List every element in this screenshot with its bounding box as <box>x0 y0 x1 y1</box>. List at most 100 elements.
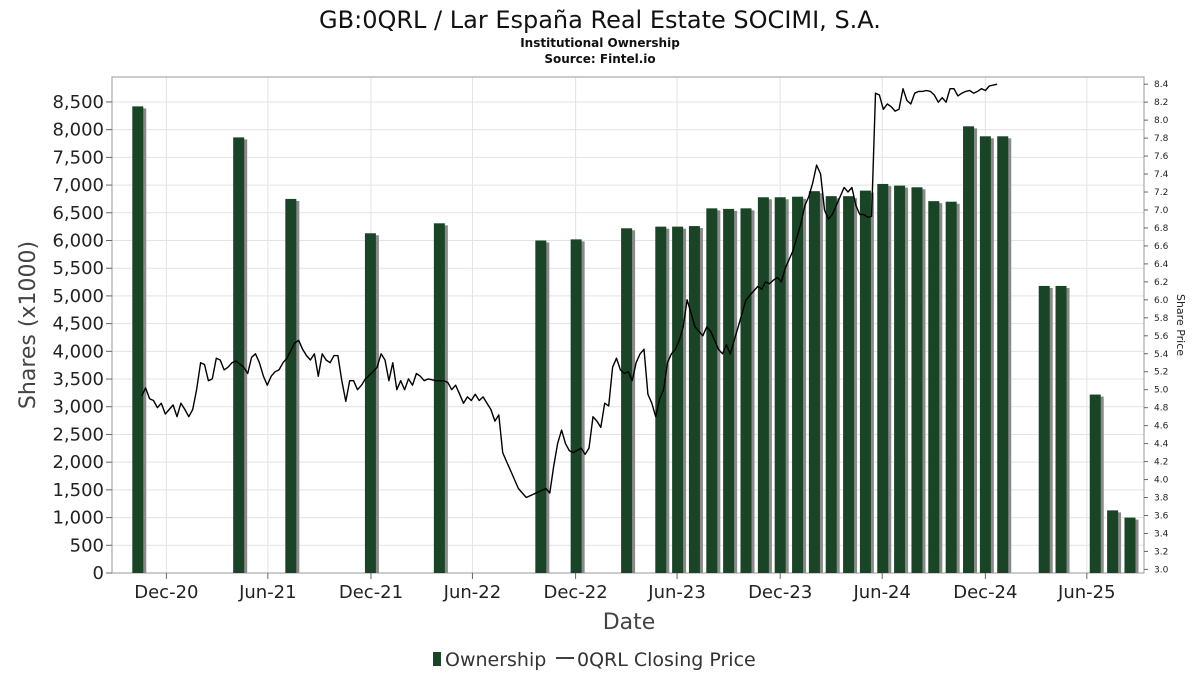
y2-tick-label: 3.4 <box>1154 529 1169 539</box>
ownership-bar <box>843 196 855 574</box>
x-tick-label: Jun-22 <box>443 582 502 603</box>
y2-axis-ticks: 3.0 3.2 3.4 3.6 3.8 4.0 4.2 4.4 4.6 4.8 5.0 5.2 5.4 5… <box>1144 80 1169 575</box>
y2-tick-label: 6.2 <box>1154 278 1168 288</box>
ownership-bar <box>621 228 633 573</box>
y2-tick-label: 6.4 <box>1154 260 1169 270</box>
ownership-bar <box>979 136 991 573</box>
y-tick-label: 1,500 <box>52 480 104 501</box>
x-tick-label: Dec-23 <box>748 582 812 603</box>
ownership-bar <box>825 196 837 574</box>
ownership-bar <box>688 226 700 573</box>
chart-subtitle: Institutional Ownership <box>520 36 680 50</box>
y2-tick-label: 7.0 <box>1154 206 1169 216</box>
y2-tick-label: 5.6 <box>1154 332 1169 342</box>
y-tick-label: 2,000 <box>52 452 104 473</box>
x-axis-ticks: Dec-20 Jun-21 Dec-21 Jun-22 Dec-22 Jun-23 Dec-… <box>134 573 1116 603</box>
ownership-bar <box>132 106 144 573</box>
y2-tick-label: 6.6 <box>1154 242 1169 252</box>
y2-axis-label: Share Price <box>1174 294 1187 356</box>
ownership-bar <box>233 137 245 573</box>
ownership-bar <box>364 233 376 574</box>
ownership-bar <box>723 208 735 573</box>
y-axis-ticks: 0 500 1,000 1,500 2,000 2,500 3,000 3,500 4,000 4… <box>52 92 112 584</box>
ownership-bar <box>911 187 923 573</box>
ownership-bar <box>945 201 957 573</box>
y-tick-label: 3,000 <box>52 397 104 418</box>
y2-tick-label: 5.8 <box>1154 314 1169 324</box>
x-tick-label: Dec-20 <box>134 582 198 603</box>
ownership-bar <box>894 185 906 574</box>
ownership-bar <box>1038 285 1050 573</box>
y2-tick-label: 4.2 <box>1154 458 1168 468</box>
y2-tick-label: 3.8 <box>1154 494 1169 504</box>
y2-tick-label: 7.2 <box>1154 188 1168 198</box>
ownership-bar <box>740 208 752 573</box>
y2-tick-label: 4.4 <box>1154 440 1169 450</box>
ownership-bar <box>285 198 297 573</box>
y2-tick-label: 6.8 <box>1154 224 1169 234</box>
ownership-bar <box>433 223 445 573</box>
y-tick-label: 5,500 <box>52 258 104 279</box>
ownership-bar <box>706 208 718 573</box>
y-tick-label: 8,500 <box>52 92 104 113</box>
ownership-bar <box>655 226 667 573</box>
y-tick-label: 7,000 <box>52 175 104 196</box>
y2-tick-label: 4.6 <box>1154 422 1169 432</box>
ownership-bar <box>1124 517 1136 573</box>
y2-tick-label: 7.4 <box>1154 170 1169 180</box>
y-tick-label: 7,500 <box>52 147 104 168</box>
price-line <box>141 83 998 499</box>
legend-price-label: 0QRL Closing Price <box>577 649 756 671</box>
x-tick-label: Jun-21 <box>238 582 297 603</box>
legend-ownership-label: Ownership <box>445 649 546 671</box>
ownership-bar <box>774 197 786 573</box>
price-line-layer <box>141 83 998 499</box>
ownership-bar <box>1055 285 1067 573</box>
x-tick-label: Jun-24 <box>852 582 911 603</box>
ownership-bar <box>928 201 940 573</box>
y-tick-label: 3,500 <box>52 369 104 390</box>
y-tick-label: 0 <box>93 563 104 584</box>
y2-tick-label: 7.6 <box>1154 152 1169 162</box>
y-tick-label: 6,000 <box>52 230 104 251</box>
ownership-bar <box>535 240 547 574</box>
y2-tick-label: 4.0 <box>1154 476 1169 486</box>
y2-tick-label: 5.4 <box>1154 350 1169 360</box>
y-tick-label: 6,500 <box>52 203 104 224</box>
ownership-bar <box>963 126 975 573</box>
ownership-bars <box>132 106 1139 574</box>
legend-ownership-swatch <box>433 652 441 666</box>
y-tick-label: 8,000 <box>52 120 104 141</box>
ownership-bar <box>808 191 820 573</box>
y2-tick-label: 6.0 <box>1154 296 1169 306</box>
x-tick-label: Dec-24 <box>953 582 1017 603</box>
x-tick-label: Dec-22 <box>543 582 607 603</box>
ownership-bar <box>877 183 889 573</box>
ownership-bar <box>757 197 769 573</box>
y-tick-label: 4,500 <box>52 314 104 335</box>
ownership-bar <box>570 239 582 573</box>
ownership-bar <box>1089 394 1101 573</box>
ownership-bar <box>792 196 804 574</box>
y2-tick-label: 5.2 <box>1154 368 1168 378</box>
y-tick-label: 1,000 <box>52 508 104 529</box>
legend: Ownership 0QRL Closing Price <box>433 649 756 671</box>
x-axis-label: Date <box>603 610 656 635</box>
y-tick-label: 5,000 <box>52 286 104 307</box>
chart-source: Source: Fintel.io <box>544 52 655 66</box>
y2-tick-label: 8.2 <box>1154 98 1168 108</box>
y-axis-label: Shares (x1000) <box>16 241 41 409</box>
ownership-bar <box>672 226 684 573</box>
y2-tick-label: 3.0 <box>1154 565 1169 575</box>
ownership-bar <box>997 136 1009 573</box>
x-tick-label: Dec-21 <box>339 582 403 603</box>
ownership-bar <box>1107 510 1119 573</box>
x-tick-label: Jun-25 <box>1057 582 1116 603</box>
chart-title: GB:0QRL / Lar España Real Estate SOCIMI,… <box>319 6 881 34</box>
y2-tick-label: 8.0 <box>1154 116 1169 126</box>
y2-tick-label: 3.6 <box>1154 511 1169 521</box>
y-tick-label: 2,500 <box>52 424 104 445</box>
y2-tick-label: 5.0 <box>1154 386 1169 396</box>
